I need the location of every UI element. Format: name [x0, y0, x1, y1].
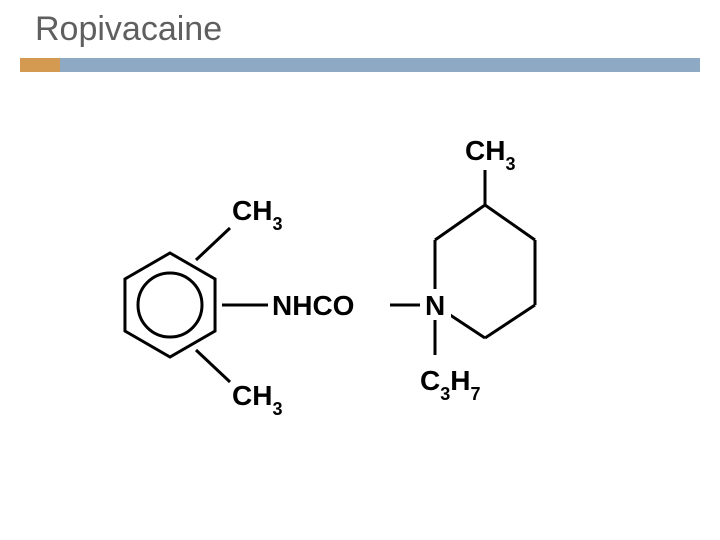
label-nhco: NHCO [272, 290, 354, 321]
label-ch3_lower: CH3 [232, 380, 282, 419]
label-ch3_upper: CH3 [232, 195, 282, 234]
slide: Ropivacaine CH3 CH3 NHCO N CH3 C3H7 [0, 0, 720, 540]
chemical-structure: CH3 CH3 NHCO N CH3 C3H7 [90, 120, 610, 450]
title-rule [0, 58, 720, 72]
slide-title: Ropivacaine [35, 10, 222, 49]
structure-svg: CH3 CH3 NHCO N CH3 C3H7 [90, 120, 610, 450]
label-ch3_top: CH3 [465, 135, 515, 174]
rule-accent-block [20, 58, 60, 72]
rule-main-bar [60, 58, 700, 72]
label-c3h7: C3H7 [420, 365, 481, 404]
label-n: N [425, 290, 445, 321]
